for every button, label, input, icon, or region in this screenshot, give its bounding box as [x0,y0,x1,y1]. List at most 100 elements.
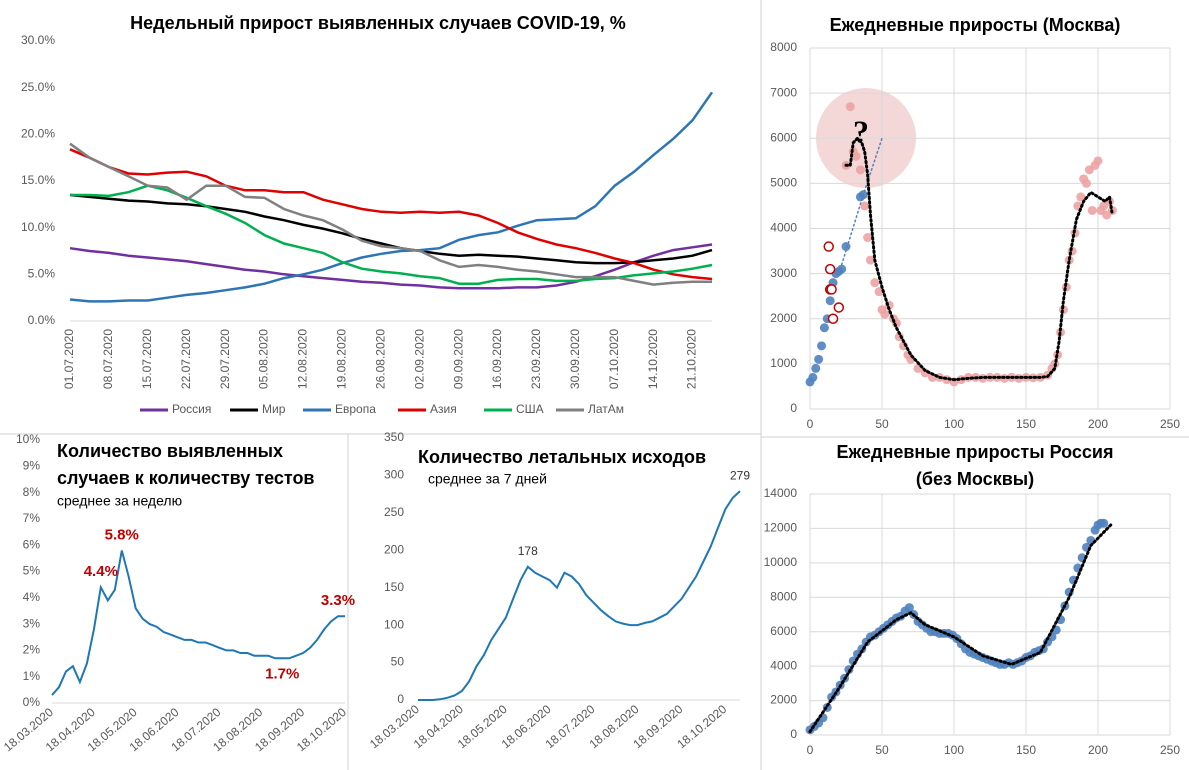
legend-label: Мир [262,402,286,416]
y-tick-label: 5% [23,564,41,578]
y-tick-label: 200 [384,542,404,556]
point [880,309,890,319]
y-tick-label: 150 [384,580,404,594]
x-tick-label: 100 [944,417,964,431]
point [841,242,851,252]
legend-label: Азия [430,402,457,416]
x-tick-label: 100 [944,743,964,757]
point [865,255,875,265]
y-tick-label: 2000 [770,693,797,707]
y-tick-label: 6000 [770,130,797,144]
x-tick-label: 09.09.2020 [451,329,465,389]
x-tick-label: 01.07.2020 [62,329,76,389]
chart-title: (без Москвы) [916,469,1034,489]
y-tick-label: 10000 [764,555,798,569]
chart-title: Количество выявленных [57,441,283,461]
y-tick-label: 4000 [770,221,797,235]
series-line [69,148,713,281]
y-tick-label: 10.0% [21,220,55,234]
chart-title: Количество летальных исходов [418,447,706,467]
chart-title: Недельный прирост выявленных случаев COV… [130,13,626,33]
point [863,233,873,243]
point [825,296,835,306]
point [814,354,824,364]
y-tick-label: 25.0% [21,80,55,94]
x-tick-label: 50 [875,743,889,757]
point [1076,192,1086,202]
y-tick-label: 7% [23,511,41,525]
point [824,263,836,275]
y-tick-label: 0.0% [28,313,56,327]
y-tick-label: 100 [384,617,404,631]
x-tick-label: 150 [1016,417,1036,431]
y-tick-label: 4% [23,590,41,604]
chart-title: Ежедневные приросты (Москва) [830,15,1121,35]
point [823,241,834,252]
x-tick-label: 23.09.2020 [529,329,543,389]
y-tick-label: 5.0% [28,267,56,281]
point [817,341,827,351]
y-tick-label: 300 [384,468,404,482]
point [1099,518,1109,528]
chart-subtitle: среднее за неделю [57,493,182,509]
value-label: 4.4% [84,563,118,580]
legend-label: Россия [172,402,211,416]
x-tick-label: 250 [1160,743,1180,757]
x-tick-label: 200 [1088,743,1108,757]
y-tick-label: 30.0% [21,33,55,47]
value-label: 3.3% [321,592,355,609]
y-tick-label: 1000 [770,356,797,370]
point [811,363,821,373]
y-tick-label: 8% [23,485,41,499]
point [874,287,884,297]
x-tick-label: 250 [1160,417,1180,431]
y-tick-label: 350 [384,430,404,444]
series-line [418,490,741,701]
x-tick-label: 08.07.2020 [101,329,115,389]
trend-line [808,521,1114,734]
x-tick-label: 21.10.2020 [685,329,699,389]
y-tick-label: 12000 [764,521,798,535]
series-line [69,193,713,265]
y-tick-label: 2% [23,643,41,657]
x-tick-label: 0 [807,417,814,431]
chart-title: случаев к количеству тестов [57,468,315,488]
series-line [69,91,714,303]
point [1081,178,1091,188]
x-tick-label: 30.09.2020 [568,329,582,389]
y-tick-label: 10% [16,432,40,446]
x-tick-label: 02.09.2020 [412,329,426,389]
y-tick-label: 5000 [770,176,797,190]
point [837,264,847,274]
x-tick-label: 12.08.2020 [296,329,310,389]
point [860,201,870,211]
y-tick-label: 9% [23,458,41,472]
point [826,284,837,295]
y-tick-label: 0 [790,727,797,741]
x-tick-label: 19.08.2020 [335,329,349,389]
y-tick-label: 8000 [770,589,797,603]
point [851,151,861,161]
x-tick-label: 50 [875,417,889,431]
point [1087,205,1097,215]
point [833,302,845,313]
trend-line [840,137,883,266]
value-label: 279 [730,468,750,482]
y-tick-label: 8000 [770,40,797,54]
x-tick-label: 05.08.2020 [257,329,271,389]
x-tick-label: 22.07.2020 [179,329,193,389]
y-tick-label: 0% [23,695,41,709]
point [808,372,818,382]
point [819,323,829,333]
point [904,603,914,613]
y-tick-label: 250 [384,505,404,519]
legend-label: Европа [335,402,376,416]
point [827,313,839,324]
series-line [69,243,713,290]
x-tick-label: 16.09.2020 [490,329,504,389]
y-tick-label: 7000 [770,85,797,99]
y-tick-label: 20.0% [21,127,55,141]
series-line [51,550,345,696]
chart-title: Ежедневные приросты Россия [837,442,1114,462]
